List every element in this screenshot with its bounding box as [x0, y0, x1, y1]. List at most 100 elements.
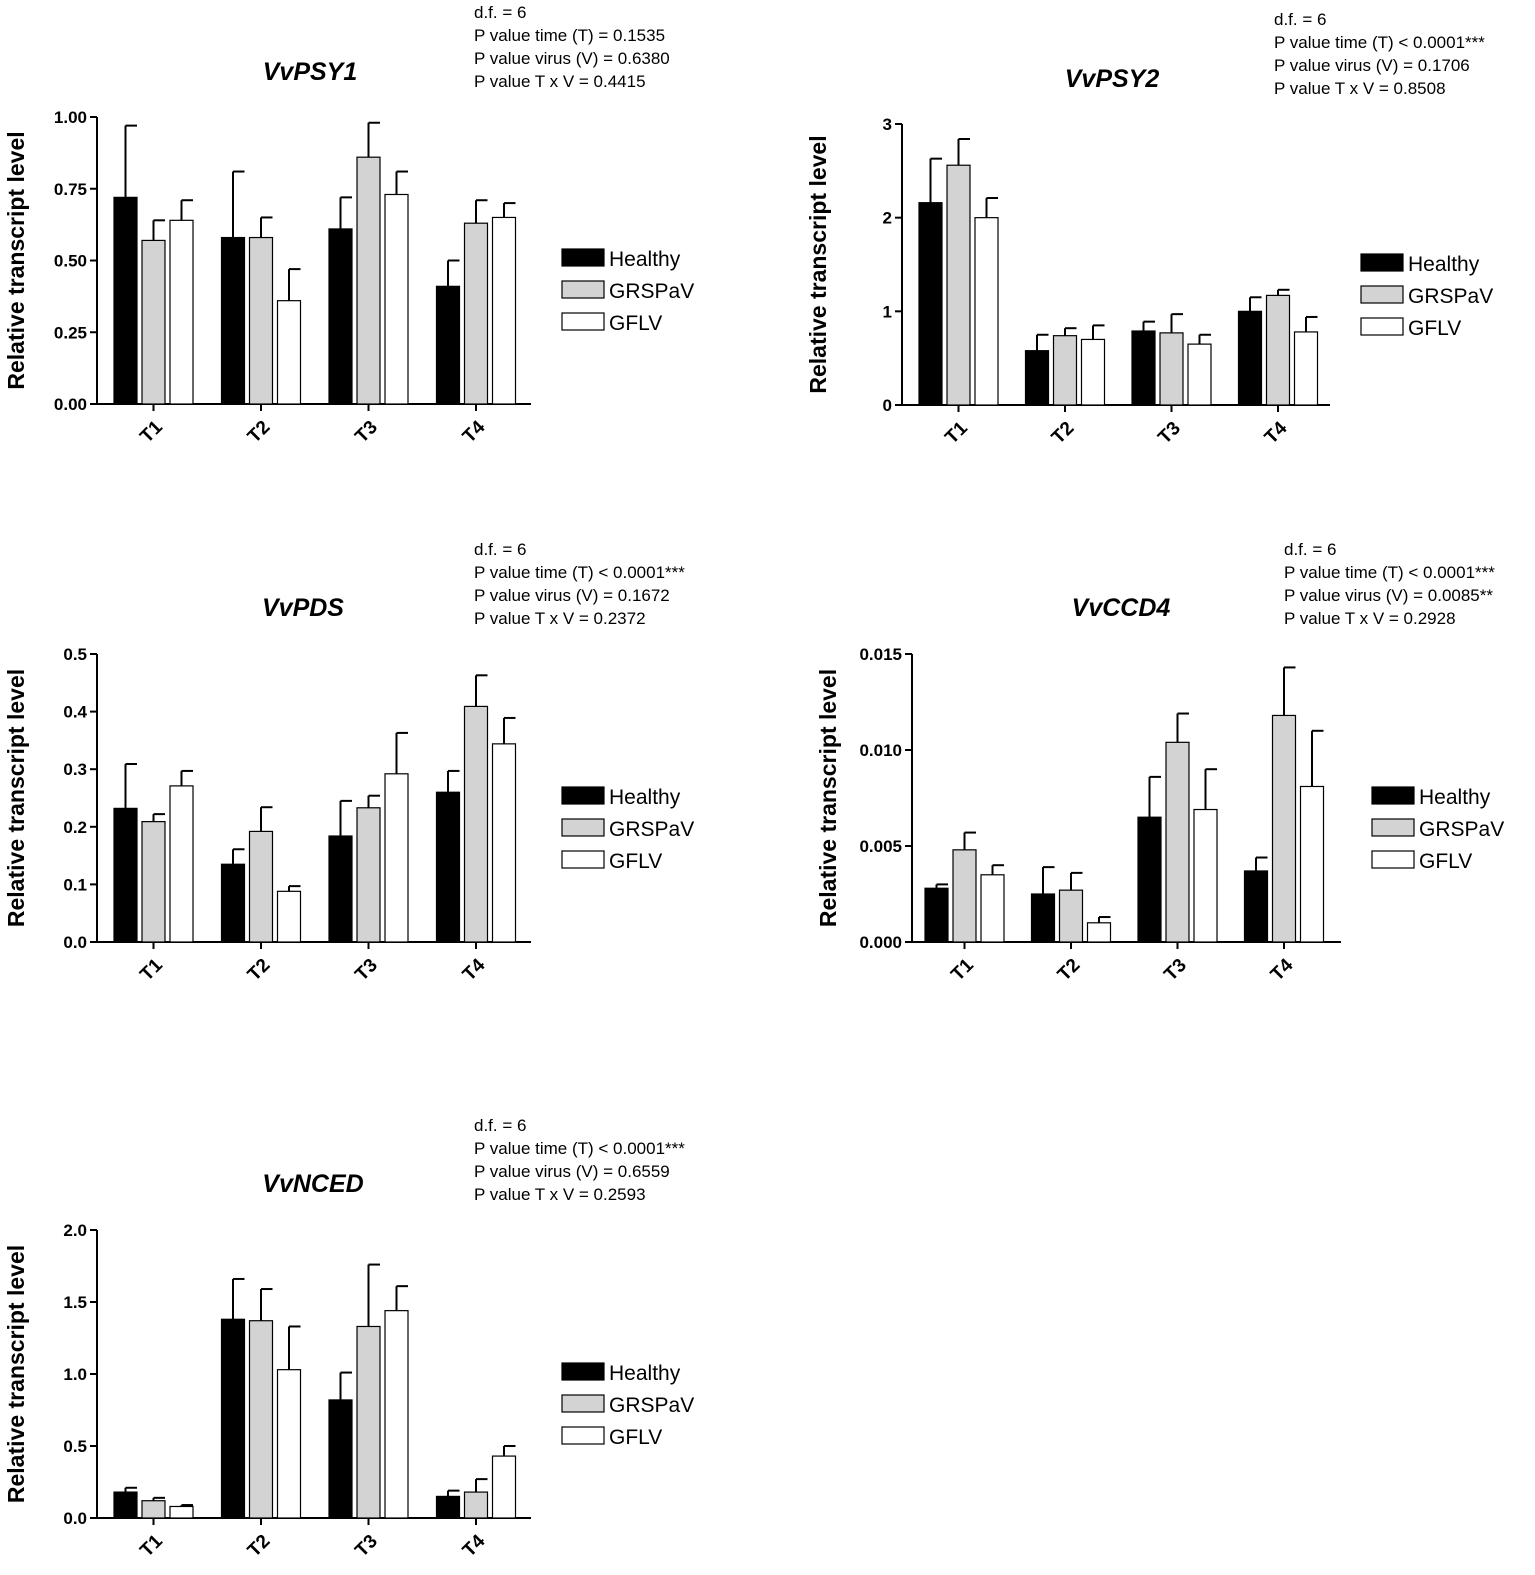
y-axis-label: Relative transcript level [805, 135, 831, 393]
x-tick-label: T1 [947, 955, 978, 986]
y-tick-label: 1.0 [63, 1365, 87, 1384]
bar-healthy-t1 [113, 807, 138, 943]
chart-vvccd4: VvCCD4 d.f. = 6 P value time (T) < 0.0001*… [815, 540, 1504, 985]
bar-gflv-t3 [384, 193, 409, 405]
legend-label-grspav: GRSPaV [1419, 818, 1504, 841]
bar-gflv-t1 [169, 785, 194, 943]
bar-healthy-t4 [435, 1495, 461, 1519]
bar-grspav-t1 [952, 849, 977, 943]
y-tick-label: 0.4 [63, 703, 87, 722]
legend-label-gflv: GFLV [609, 850, 662, 873]
bar-healthy-t3 [1131, 330, 1156, 406]
legend-swatch-gflv [1360, 317, 1404, 336]
bar-healthy-t2 [220, 1318, 246, 1519]
legend-swatch-gflv [561, 850, 605, 869]
bar-grspav-t2 [248, 1320, 274, 1519]
x-tick-label: T3 [351, 1531, 382, 1562]
legend-swatch-gflv [1371, 850, 1415, 869]
bar-healthy-t1 [918, 202, 943, 406]
bar-grspav-t3 [356, 156, 381, 405]
legend-swatch-gflv [561, 312, 605, 331]
x-tick-label: T4 [459, 417, 490, 448]
x-tick-label: T3 [1154, 418, 1185, 449]
legend-label-healthy: Healthy [1419, 786, 1491, 809]
y-tick-label: 1 [883, 302, 892, 321]
bar-healthy-t3 [1137, 816, 1162, 943]
bar-gflv-t4 [491, 1455, 517, 1519]
bar-healthy-t2 [220, 236, 246, 405]
legend-label-healthy: Healthy [609, 786, 681, 809]
chart-vvpds: VvPDS d.f. = 6 P value time (T) < 0.0001**… [3, 540, 694, 985]
chart-title: VvPSY2 [1065, 65, 1160, 93]
bar-gflv-t2 [276, 1369, 302, 1519]
bar-grspav-t2 [1058, 889, 1084, 943]
stats-line: P value T x V = 0.2372 [474, 609, 646, 628]
stats-line: d.f. = 6 [1274, 10, 1326, 29]
stats-line: P value virus (V) = 0.6559 [474, 1162, 670, 1181]
bar-grspav-t3 [356, 807, 381, 943]
stats-line: P value T x V = 0.8508 [1274, 79, 1446, 98]
bar-healthy-t3 [328, 835, 353, 943]
bar-grspav-t4 [463, 1491, 489, 1519]
bar-healthy-t1 [113, 1491, 138, 1519]
bar-grspav-t1 [141, 821, 166, 943]
bar-grspav-t3 [1165, 741, 1190, 943]
chart-vvnced: VvNCED d.f. = 6 P value time (T) < 0.0001*… [3, 1116, 694, 1561]
y-tick-label: 0.0 [63, 1509, 87, 1528]
bar-healthy-t1 [113, 196, 138, 405]
legend-swatch-grspav [561, 818, 605, 837]
legend-label-grspav: GRSPaV [609, 280, 694, 303]
chart-title: VvPSY1 [263, 58, 358, 86]
legend-swatch-healthy [1360, 253, 1404, 272]
bar-healthy-t3 [328, 228, 353, 405]
bar-gflv-t4 [1299, 785, 1325, 943]
legend-label-gflv: GFLV [609, 312, 662, 335]
bar-gflv-t1 [980, 874, 1005, 943]
y-axis-label: Relative transcript level [3, 131, 29, 389]
stats-line: d.f. = 6 [474, 3, 526, 22]
bar-gflv-t2 [276, 300, 302, 405]
x-tick-label: T1 [136, 1531, 167, 1562]
bar-gflv-t3 [1193, 808, 1218, 943]
y-tick-label: 0.3 [63, 760, 87, 779]
y-tick-label: 0.75 [54, 180, 87, 199]
legend-label-healthy: Healthy [609, 248, 681, 271]
y-tick-label: 3 [883, 115, 892, 134]
chart-vvpsy2: VvPSY2 d.f. = 6 P value time (T) < 0.0001*… [805, 10, 1493, 448]
bar-grspav-t4 [1265, 294, 1291, 406]
x-tick-label: T1 [136, 417, 167, 448]
bar-gflv-t4 [491, 743, 517, 943]
y-tick-label: 0.0 [63, 933, 87, 952]
x-tick-label: T3 [351, 417, 382, 448]
bar-healthy-t3 [328, 1399, 353, 1519]
y-tick-label: 0.010 [859, 741, 902, 760]
x-tick-label: T4 [459, 1531, 490, 1562]
y-tick-label: 0.5 [63, 1437, 87, 1456]
y-axis-label: Relative transcript level [815, 669, 841, 927]
legend-label-grspav: GRSPaV [1408, 285, 1493, 308]
legend-swatch-healthy [1371, 786, 1415, 805]
y-tick-label: 0.005 [859, 837, 902, 856]
stats-line: P value T x V = 0.4415 [474, 72, 646, 91]
stats-line: P value time (T) = 0.1535 [474, 26, 665, 45]
bar-healthy-t2 [1030, 893, 1056, 943]
y-tick-label: 0.50 [54, 252, 87, 271]
x-tick-label: T3 [351, 955, 382, 986]
legend-label-grspav: GRSPaV [609, 1394, 694, 1417]
bar-grspav-t1 [141, 239, 166, 405]
y-tick-label: 0.015 [859, 645, 902, 664]
y-tick-label: 0.00 [54, 395, 87, 414]
x-tick-label: T4 [1261, 418, 1292, 449]
stats-line: P value T x V = 0.2593 [474, 1185, 646, 1204]
stats-line: P value virus (V) = 0.1706 [1274, 56, 1470, 75]
legend-label-healthy: Healthy [1408, 253, 1480, 276]
bar-grspav-t1 [141, 1500, 166, 1519]
y-axis-label: Relative transcript level [3, 669, 29, 927]
legend-swatch-grspav [561, 1394, 605, 1413]
y-tick-label: 0.5 [63, 645, 87, 664]
x-tick-label: T2 [244, 955, 275, 986]
stats-line: P value T x V = 0.2928 [1284, 609, 1456, 628]
stats-line: d.f. = 6 [474, 540, 526, 559]
bar-grspav-t1 [946, 164, 971, 406]
